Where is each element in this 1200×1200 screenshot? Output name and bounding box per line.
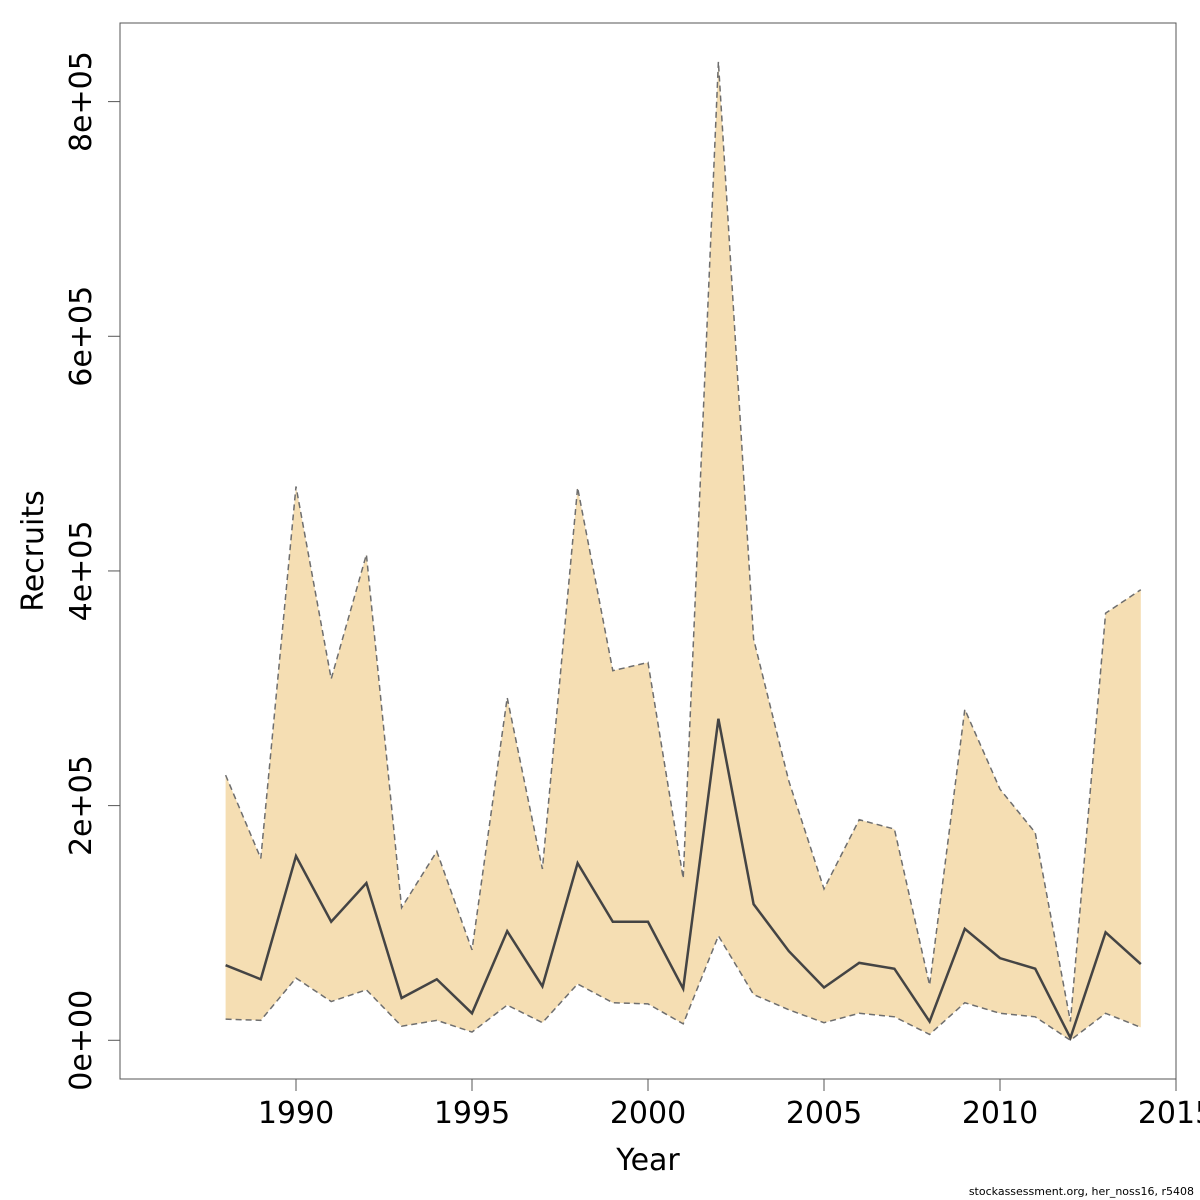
upper-bound-line (224, 61, 1142, 1022)
footer-credit: stockassessment.org, her_noss16, r5408 (968, 1185, 1194, 1198)
y-tick-label: 4e+05 (64, 521, 99, 622)
y-tick-label: 2e+05 (64, 755, 99, 856)
x-axis-title: Year (615, 1143, 680, 1178)
y-axis: 0e+00 2e+05 4e+05 6e+05 8e+05 (64, 51, 121, 1091)
y-tick-label: 8e+05 (64, 51, 99, 152)
y-tick-label: 0e+00 (64, 990, 99, 1091)
estimate-line-layer (225, 718, 1142, 1042)
x-axis: 1990 1995 2000 2005 2010 2015 (258, 1078, 1200, 1131)
y-tick-label: 6e+05 (64, 286, 99, 387)
lower-bound-line (225, 934, 1142, 1042)
x-tick-label: 2010 (962, 1096, 1038, 1131)
confidence-band (225, 61, 1141, 1041)
x-tick-label: 2000 (610, 1096, 686, 1131)
confidence-band-layer (224, 61, 1142, 1042)
x-tick-label: 1990 (258, 1096, 334, 1131)
x-tick-label: 2015 (1138, 1096, 1200, 1131)
x-tick-label: 2005 (786, 1096, 862, 1131)
y-axis-title: Recruits (16, 490, 51, 612)
x-tick-label: 1995 (434, 1096, 510, 1131)
